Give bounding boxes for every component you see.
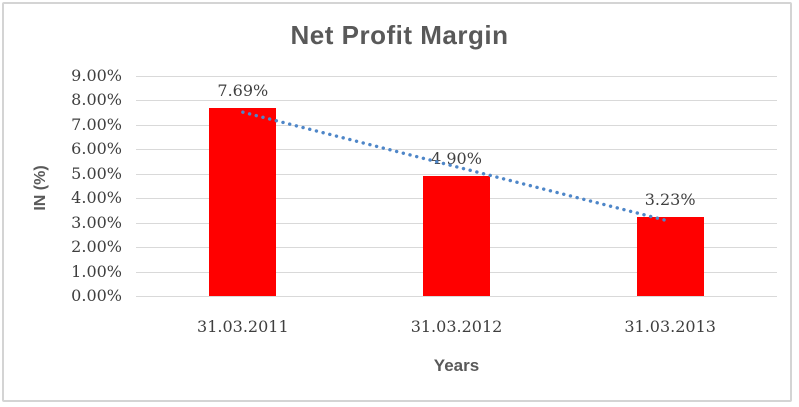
y-axis-tick-label: 0.00% <box>71 286 122 305</box>
y-axis-tick-label: 1.00% <box>71 261 122 281</box>
bar-31.03.2013 <box>636 216 704 296</box>
bar-value-label: 3.23% <box>644 189 696 209</box>
gridline <box>136 100 777 101</box>
x-axis-tick-label: 31.03.2011 <box>197 317 289 336</box>
gridline <box>136 75 777 77</box>
x-axis-tick-label: 31.03.2013 <box>624 317 716 336</box>
y-axis-tick-label: 4.00% <box>71 188 122 207</box>
y-axis-tick-label: 8.00% <box>71 90 122 109</box>
chart-title: Net Profit Margin <box>290 20 509 50</box>
bar-value-label: 7.69% <box>217 80 269 100</box>
y-axis-tick-label: 6.00% <box>71 139 122 158</box>
x-axis-title: Years <box>433 356 480 375</box>
y-axis-tick-label: 5.00% <box>71 163 122 183</box>
bar-31.03.2012 <box>423 175 490 296</box>
bar-31.03.2011 <box>209 107 277 296</box>
x-axis-tick-label: 31.03.2012 <box>410 317 503 336</box>
y-axis-tick-label: 9.00% <box>71 65 122 85</box>
y-axis-tick-label: 7.00% <box>71 114 122 134</box>
bar-value-label: 4.90% <box>431 148 482 168</box>
y-axis-tick-label: 2.00% <box>71 237 122 256</box>
gridline <box>136 296 777 297</box>
y-axis-tick-label: 3.00% <box>71 212 122 232</box>
